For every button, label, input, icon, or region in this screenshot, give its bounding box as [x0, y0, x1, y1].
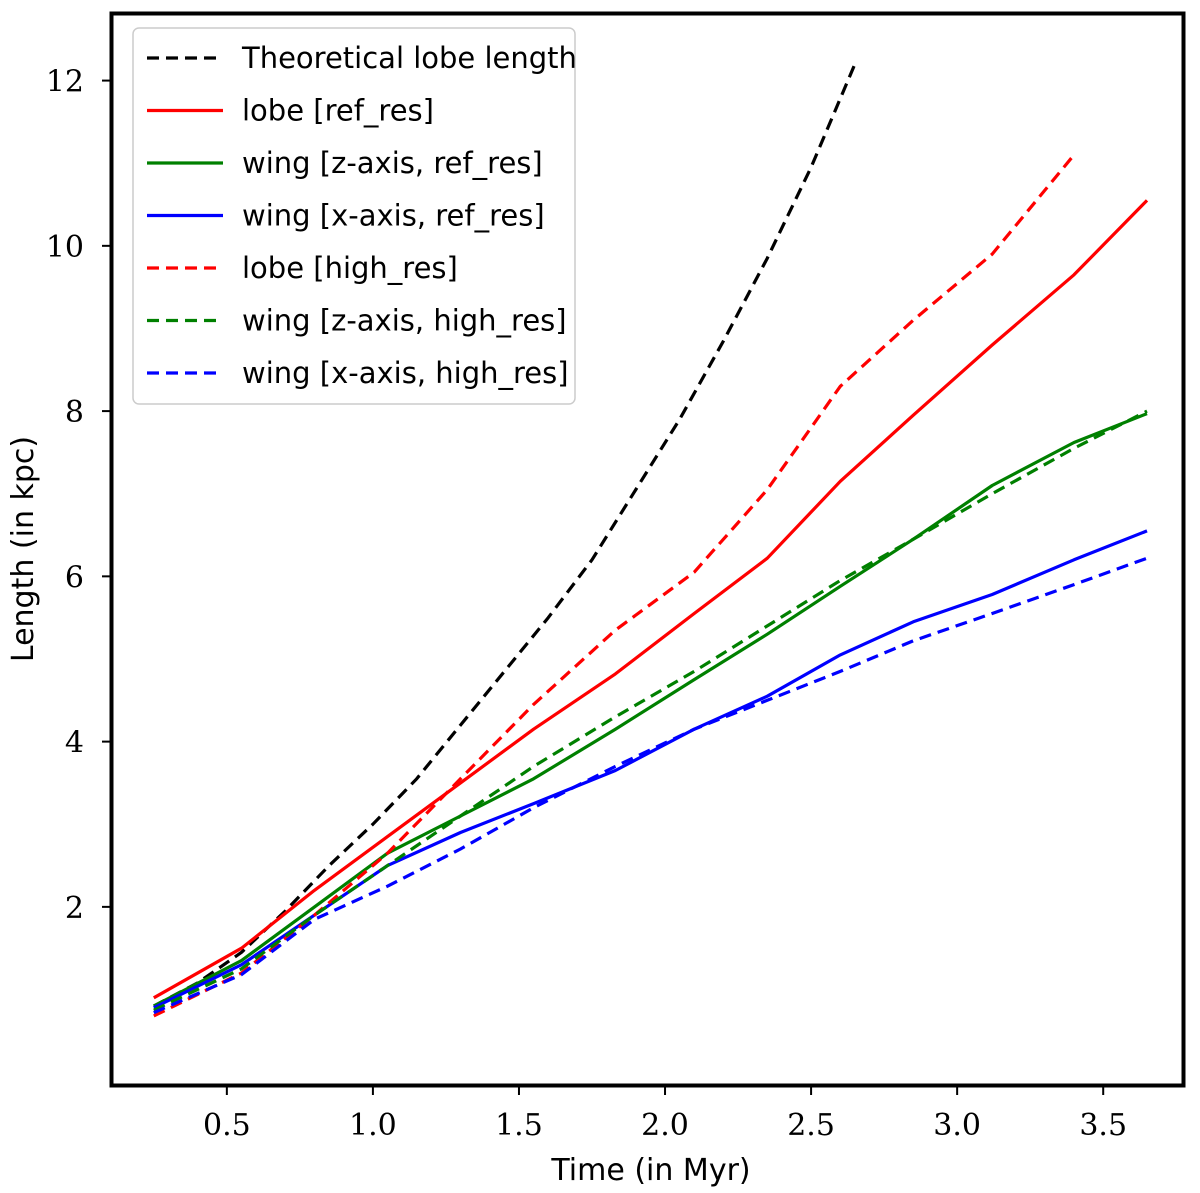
y-axis-ticks: 2 4 6 8 10 12: [46, 65, 110, 926]
series-line-wing-x-axis-high-res: [153, 556, 1148, 1015]
series-line-wing-x-axis-ref-res: [153, 529, 1148, 1010]
x-tick-label: 0.5: [203, 1108, 251, 1143]
legend-label-lobe-high-res: lobe [high_res]: [242, 251, 458, 285]
series-layer: [153, 63, 1149, 1018]
y-tick-label: 10: [46, 230, 84, 265]
series-line-lobe-ref-res: [153, 199, 1149, 1000]
legend-label-lobe-ref-res: lobe [ref_res]: [242, 94, 434, 128]
x-tick-label: 2.5: [787, 1108, 835, 1143]
x-tick-label: 3.5: [1079, 1108, 1127, 1143]
legend-label-wing-x-axis-ref-res: wing [x-axis, ref_res]: [242, 199, 545, 233]
plot-frame: [109, 11, 1186, 1088]
y-tick-label: 2: [65, 891, 84, 926]
y-tick-label: 12: [46, 65, 84, 100]
legend-frame: [132, 27, 576, 405]
x-tick-label: 3.0: [933, 1108, 981, 1143]
y-tick-label: 6: [65, 560, 84, 595]
y-tick-label: 8: [65, 395, 84, 430]
x-tick-label: 1.0: [349, 1108, 397, 1143]
y-tick-label: 4: [65, 726, 84, 761]
legend-label-wing-x-axis-high-res: wing [x-axis, high_res]: [242, 356, 569, 390]
series-line-lobe-high-res: [153, 153, 1076, 1018]
legend-entries: Theoretical lobe length lobe [ref_res]win…: [147, 41, 577, 390]
series-line-wing-z-axis-high-res: [153, 409, 1148, 1012]
legend-label-wing-z-axis-ref-res: wing [z-axis, ref_res]: [242, 146, 543, 180]
legend-label-theoretical-lobe-length: Theoretical lobe length: [241, 41, 577, 75]
series-line-wing-z-axis-ref-res: [153, 412, 1148, 1008]
x-axis-title: Time (in Myr): [550, 1153, 750, 1188]
legend: Theoretical lobe length lobe [ref_res]win…: [132, 27, 577, 405]
x-axis-ticks: 0.5 1.0 1.5 2.0 2.5 3.0 3.5: [203, 1087, 1127, 1143]
legend-label-wing-z-axis-high-res: wing [z-axis, high_res]: [242, 304, 567, 338]
x-tick-label: 2.0: [641, 1108, 689, 1143]
x-tick-label: 1.5: [495, 1108, 543, 1143]
y-axis-title: Length (in kpc): [6, 436, 41, 662]
